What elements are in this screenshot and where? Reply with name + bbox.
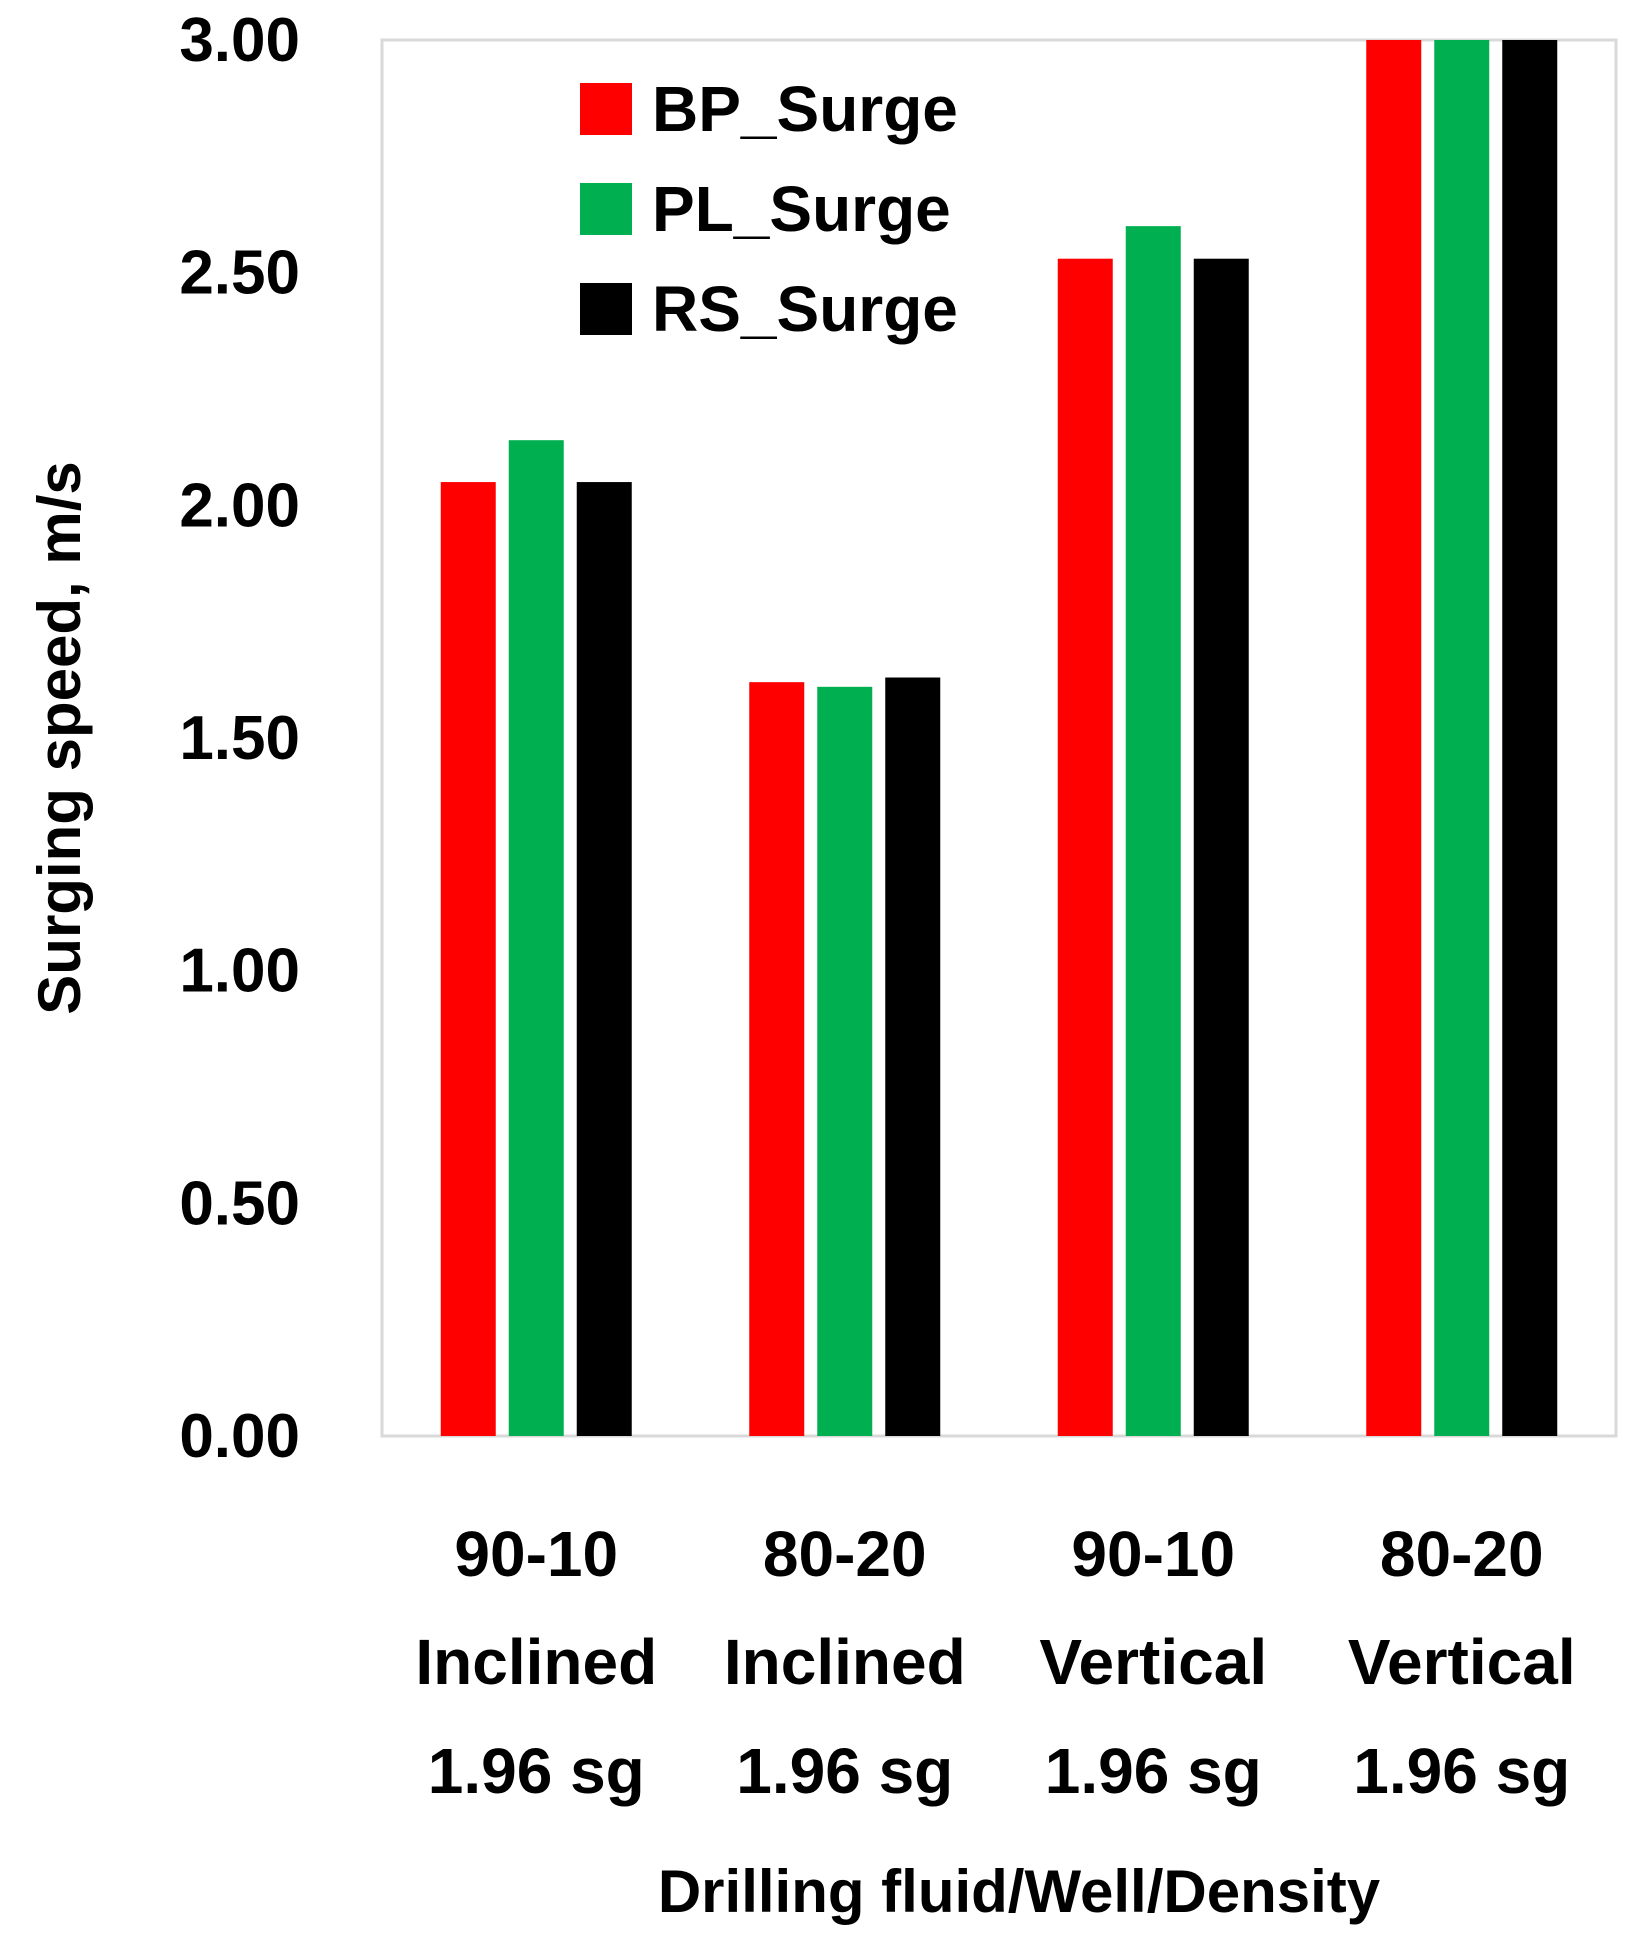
x-tick-label-line3: 1.96 sg xyxy=(736,1735,953,1807)
bar-rs-surge-1 xyxy=(885,677,941,1436)
bar-bp-surge-0 xyxy=(440,482,496,1437)
x-tick-label-line3: 1.96 sg xyxy=(1353,1735,1570,1807)
x-tick-label-line2: Inclined xyxy=(724,1626,966,1698)
bar-pl-surge-3 xyxy=(1434,40,1490,1436)
y-tick-label: 2.50 xyxy=(179,239,300,308)
x-tick-label-line1: 90-10 xyxy=(1071,1518,1235,1590)
x-tick-label-line2: Vertical xyxy=(1039,1626,1267,1698)
x-tick-label-line2: Inclined xyxy=(415,1626,657,1698)
legend-label: RS_Surge xyxy=(652,273,958,345)
bar-rs-surge-2 xyxy=(1193,258,1249,1436)
bar-pl-surge-2 xyxy=(1125,226,1181,1437)
y-tick-label: 1.00 xyxy=(179,937,300,1006)
bars-group xyxy=(440,40,1558,1437)
y-tick-label: 0.00 xyxy=(179,1402,300,1471)
legend: BP_Surge PL_Surge RS_Surge xyxy=(580,73,958,345)
x-axis-label: Drilling fluid/Well/Density xyxy=(658,1858,1381,1925)
y-tick-label: 2.00 xyxy=(179,471,300,540)
x-tick-label-line3: 1.96 sg xyxy=(1045,1735,1262,1807)
y-tick-label: 1.50 xyxy=(179,704,300,773)
bar-pl-surge-0 xyxy=(508,440,564,1437)
legend-label: PL_Surge xyxy=(652,173,951,245)
legend-swatch-rs-surge xyxy=(580,283,632,335)
bar-bp-surge-3 xyxy=(1366,40,1422,1436)
x-tick-label-line1: 80-20 xyxy=(1380,1518,1544,1590)
y-tick-label: 0.50 xyxy=(179,1169,300,1238)
y-axis-label: Surging speed, m/s xyxy=(26,461,93,1014)
x-tick-label-line2: Vertical xyxy=(1348,1626,1576,1698)
y-axis-ticks: 0.00 0.50 1.00 1.50 2.00 2.50 3.00 xyxy=(179,6,300,1471)
x-tick-label-line1: 80-20 xyxy=(763,1518,927,1590)
bar-rs-surge-3 xyxy=(1502,40,1558,1436)
bar-bp-surge-2 xyxy=(1057,258,1113,1436)
y-tick-label: 3.00 xyxy=(179,6,300,75)
legend-swatch-pl-surge xyxy=(580,183,632,235)
plot-area xyxy=(380,38,1618,1438)
x-axis-ticks: 90-10 Inclined 1.96 sg 80-20 Inclined 1.96 sg… xyxy=(415,1518,1575,1807)
x-tick-label-line1: 90-10 xyxy=(454,1518,618,1590)
x-tick-label-line3: 1.96 sg xyxy=(428,1735,645,1807)
legend-swatch-bp-surge xyxy=(580,83,632,135)
legend-label: BP_Surge xyxy=(652,73,958,145)
bar-bp-surge-1 xyxy=(749,682,805,1436)
bar-rs-surge-0 xyxy=(576,482,632,1437)
bar-pl-surge-1 xyxy=(817,686,873,1436)
